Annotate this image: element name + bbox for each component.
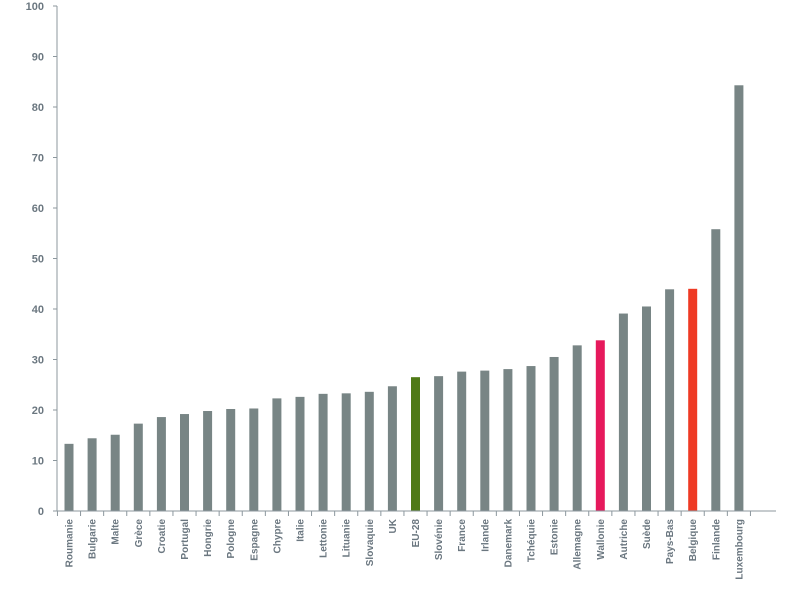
x-tick-label: Pays-Bas [665, 519, 676, 564]
x-tick-label: Belgique [688, 519, 699, 562]
bar-grèce [133, 423, 143, 511]
bar-eu-28 [411, 377, 420, 511]
bar-italie [295, 396, 305, 511]
y-tick-label: 10 [32, 456, 44, 468]
bar-tchéquie [526, 366, 536, 511]
bar-malte [110, 434, 120, 511]
y-tick-label: 40 [32, 304, 44, 316]
bar-slovénie [434, 376, 444, 511]
bar-roumanie [64, 443, 74, 511]
y-tick-label: 0 [38, 506, 44, 518]
x-tick-label: Chypre [272, 519, 283, 554]
x-tick-label: Grèce [134, 519, 145, 548]
x-tick-label: Suède [642, 519, 653, 549]
y-tick-label: 70 [32, 153, 44, 165]
y-tick-label: 30 [32, 355, 44, 367]
bar-danemark [503, 369, 513, 511]
x-tick-label: Autriche [619, 519, 630, 560]
x-tick-label: UK [388, 518, 399, 533]
bar-pays-bas [665, 289, 675, 511]
bar-autriche [618, 313, 628, 511]
x-tick-label: Portugal [180, 519, 191, 560]
bar-wallonie [595, 340, 605, 511]
x-tick-label: Roumanie [65, 519, 76, 568]
bar-uk [387, 386, 397, 511]
y-tick-label: 50 [32, 254, 44, 266]
x-tick-label: Lettonie [319, 519, 330, 558]
bar-irlande [480, 370, 490, 511]
x-tick-label: Hongrie [203, 519, 214, 557]
bar-hongrie [203, 411, 213, 511]
x-tick-label: Croatie [157, 519, 168, 554]
bar-suède [642, 306, 651, 511]
x-tick-label: Malte [111, 519, 122, 545]
x-tick-label: Tchéquie [527, 519, 538, 563]
x-tick-label: Lituanie [342, 519, 353, 558]
bar-france [457, 371, 467, 511]
y-tick-label: 80 [32, 102, 44, 114]
bar-finlande [711, 229, 721, 511]
x-tick-label: Danemark [503, 519, 514, 568]
x-tick-label: Slovaquie [365, 519, 376, 567]
bar-chypre [272, 398, 282, 511]
x-tick-label: Luxembourg [734, 519, 745, 580]
bar-bulgarie [87, 438, 97, 511]
bar-estonie [549, 356, 559, 511]
bars-group [64, 85, 744, 511]
y-tick-label: 20 [32, 405, 44, 417]
bar-pologne [226, 408, 236, 511]
bar-croatie [156, 417, 166, 511]
x-tick-label: Bulgarie [88, 519, 99, 559]
x-tick-label: EU-28 [411, 519, 422, 548]
x-tick-label: Allemagne [573, 519, 584, 570]
x-axis-labels: Roumanie Bulgarie Malte Grèce Croatie Portuga… [56, 511, 751, 580]
bar-lituanie [341, 393, 351, 511]
y-axis: 0 10 20 30 40 50 60 70 80 90 100 [26, 1, 58, 518]
bar-portugal [180, 414, 189, 511]
bar-slovaquie [364, 391, 374, 511]
x-tick-label: Wallonie [596, 519, 607, 560]
x-tick-label: Irlande [480, 519, 491, 552]
x-tick-label: Slovénie [434, 519, 445, 561]
x-tick-label: Pologne [226, 519, 237, 559]
x-tick-label: Estonie [550, 519, 561, 556]
bar-luxembourg [734, 85, 744, 511]
x-tick-label: France [457, 519, 468, 552]
y-tick-label: 100 [26, 1, 44, 13]
y-tick-label: 90 [32, 52, 44, 64]
bar-allemagne [572, 345, 582, 511]
bar-belgique [688, 288, 698, 511]
x-tick-label: Italie [296, 519, 307, 542]
y-tick-label: 60 [32, 203, 44, 215]
x-tick-label: Espagne [249, 519, 260, 561]
x-tick-label: Finlande [711, 519, 722, 561]
bar-lettonie [318, 393, 328, 511]
bar-espagne [249, 408, 259, 511]
